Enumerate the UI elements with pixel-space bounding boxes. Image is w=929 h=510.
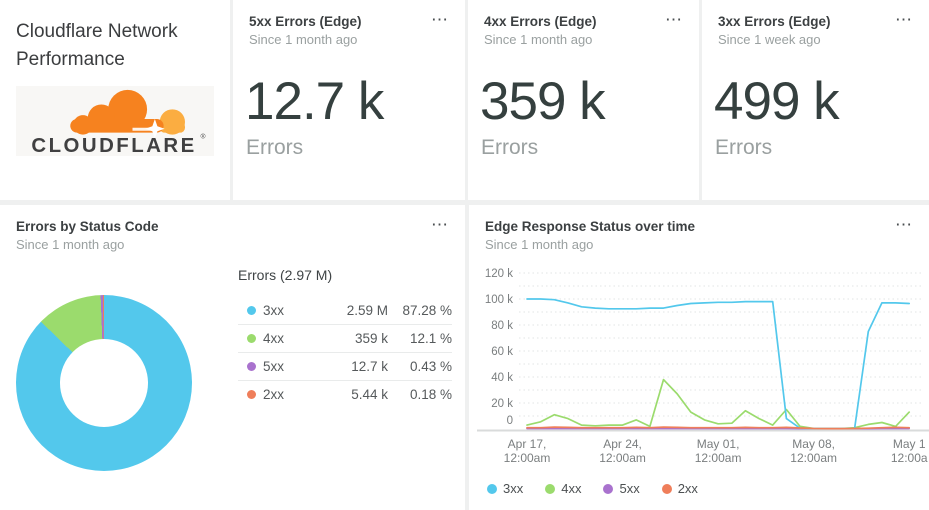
legend-label: 2xx — [263, 387, 285, 402]
series-dot-5xx — [603, 483, 614, 494]
legend-value: 359 k — [354, 331, 388, 346]
donut-hole — [60, 339, 148, 427]
legend-label: 5xx — [619, 481, 640, 496]
dashboard-title-line2: Performance — [16, 49, 125, 70]
legend-title: Errors (2.97 M) — [238, 267, 333, 283]
legend-label: 2xx — [677, 481, 698, 496]
series-dot-2xx — [247, 390, 256, 399]
legend-label: 3xx — [503, 481, 524, 496]
edge-response-status-panel: Edge Response Status over time Since 1 m… — [469, 205, 929, 510]
kpi-value: 499 k — [714, 72, 840, 131]
kpi-title: 4xx Errors (Edge) — [484, 14, 597, 29]
kpi-label: Errors — [246, 136, 304, 159]
svg-text:20 k: 20 k — [491, 398, 513, 410]
kpi-title: 3xx Errors (Edge) — [718, 14, 831, 29]
panel-subtitle: Since 1 month ago — [16, 237, 125, 252]
svg-text:May 01,: May 01, — [697, 437, 740, 451]
svg-text:120 k: 120 k — [485, 268, 513, 280]
more-menu-icon[interactable]: ⋯ — [895, 10, 913, 29]
kpi-card-5xx: 5xx Errors (Edge) Since 1 month ago ⋯ 12… — [233, 0, 465, 200]
svg-text:®: ® — [201, 133, 206, 141]
svg-text:12:00am: 12:00am — [695, 451, 742, 465]
legend-item-2xx[interactable]: 2xx — [661, 481, 698, 496]
legend-percent: 87.28 % — [402, 302, 452, 318]
legend-row-5xx[interactable]: 5xx 12.7 k 0.43 % — [238, 352, 452, 380]
svg-text:12:00am: 12:00am — [504, 451, 551, 465]
kpi-card-4xx: 4xx Errors (Edge) Since 1 month ago ⋯ 35… — [468, 0, 699, 200]
series-dot-2xx — [661, 483, 672, 494]
svg-text:0: 0 — [507, 415, 513, 427]
svg-text:May 1: May 1 — [893, 437, 926, 451]
legend-row-4xx[interactable]: 4xx 359 k 12.1 % — [238, 324, 452, 352]
kpi-label: Errors — [715, 136, 773, 159]
series-dot-5xx — [247, 362, 256, 371]
legend-row-2xx[interactable]: 2xx 5.44 k 0.18 % — [238, 380, 452, 408]
legend-label: 5xx — [263, 359, 285, 374]
timeseries-legend: 3xx 4xx 5xx 2xx — [487, 481, 698, 496]
dashboard-title-card: Cloudflare Network Performance CLOUDFLAR… — [0, 0, 230, 200]
legend-percent: 0.43 % — [409, 359, 452, 374]
kpi-title: 5xx Errors (Edge) — [249, 14, 362, 29]
svg-text:100 k: 100 k — [485, 294, 513, 306]
svg-text:40 k: 40 k — [491, 372, 513, 384]
svg-text:60 k: 60 k — [491, 346, 513, 358]
kpi-value: 359 k — [480, 72, 606, 131]
legend-item-3xx[interactable]: 3xx — [487, 481, 523, 496]
series-dot-3xx — [487, 483, 497, 494]
kpi-subtitle: Since 1 week ago — [718, 32, 821, 47]
legend-value: 5.44 k — [351, 387, 388, 402]
more-menu-icon[interactable]: ⋯ — [431, 215, 449, 234]
kpi-label: Errors — [481, 136, 539, 159]
legend-item-4xx[interactable]: 4xx — [545, 481, 581, 496]
legend-percent: 0.18 % — [409, 387, 452, 402]
svg-text:Apr 24,: Apr 24, — [603, 437, 642, 451]
dashboard-title-line1: Cloudflare Network — [16, 21, 178, 42]
legend-row-3xx[interactable]: 3xx 2.59 M 87.28 % — [238, 296, 452, 324]
dashboard-title: Cloudflare Network Performance — [0, 0, 230, 74]
legend-label: 3xx — [263, 302, 285, 318]
panel-title: Edge Response Status over time — [485, 219, 696, 234]
svg-text:12:00a: 12:00a — [891, 451, 928, 465]
more-menu-icon[interactable]: ⋯ — [895, 215, 913, 234]
series-dot-4xx — [247, 334, 256, 343]
kpi-subtitle: Since 1 month ago — [249, 32, 358, 47]
svg-text:12:00am: 12:00am — [599, 451, 646, 465]
panel-subtitle: Since 1 month ago — [485, 237, 594, 252]
donut-chart[interactable] — [16, 295, 192, 471]
svg-text:May 08,: May 08, — [792, 437, 835, 451]
more-menu-icon[interactable]: ⋯ — [665, 10, 683, 29]
legend-percent: 12.1 % — [409, 331, 452, 346]
legend-item-5xx[interactable]: 5xx — [603, 481, 640, 496]
errors-by-status-panel: Errors by Status Code Since 1 month ago … — [0, 205, 465, 510]
donut-legend-table: Errors (2.97 M) 3xx 2.59 M 87.28 % 4xx 3… — [238, 267, 452, 408]
panel-title: Errors by Status Code — [16, 219, 159, 234]
kpi-subtitle: Since 1 month ago — [484, 32, 593, 47]
legend-label: 4xx — [263, 331, 285, 346]
series-dot-3xx — [247, 305, 256, 315]
kpi-card-3xx: 3xx Errors (Edge) Since 1 week ago ⋯ 499… — [702, 0, 929, 200]
series-dot-4xx — [545, 483, 556, 494]
more-menu-icon[interactable]: ⋯ — [431, 10, 449, 29]
kpi-value: 12.7 k — [245, 72, 384, 131]
legend-label: 4xx — [561, 481, 582, 496]
svg-text:80 k: 80 k — [491, 320, 513, 332]
cloudflare-logo-icon: CLOUDFLARE ® — [17, 86, 213, 157]
svg-text:12:00am: 12:00am — [790, 451, 837, 465]
legend-value: 12.7 k — [351, 359, 388, 374]
svg-text:CLOUDFLARE: CLOUDFLARE — [31, 135, 196, 156]
cloudflare-logo: CLOUDFLARE ® — [16, 86, 214, 157]
svg-text:Apr 17,: Apr 17, — [508, 437, 547, 451]
legend-value: 2.59 M — [346, 302, 388, 318]
